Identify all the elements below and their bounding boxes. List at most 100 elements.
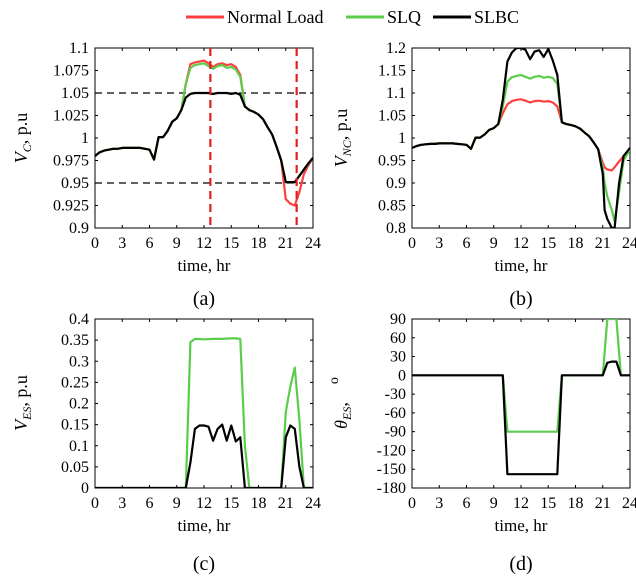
y-tick-label: -60 bbox=[385, 405, 406, 422]
x-tick-label: 21 bbox=[278, 495, 294, 512]
y-tick-label: 0.4 bbox=[69, 311, 89, 328]
y-axis-label: VNC, p.u bbox=[331, 109, 354, 168]
y-tick-label: 90 bbox=[390, 311, 406, 328]
x-tick-label: 12 bbox=[196, 235, 212, 252]
y-label-symbol: V bbox=[11, 418, 31, 431]
x-tick-label: 24 bbox=[305, 235, 321, 252]
x-tick-label: 24 bbox=[622, 495, 636, 512]
y-tick-label: 0.9 bbox=[386, 175, 406, 192]
y-tick-label: 0.15 bbox=[61, 417, 89, 434]
legend-label: SLQ bbox=[387, 7, 421, 27]
x-tick-label: 24 bbox=[305, 495, 321, 512]
y-label-subscript: ES bbox=[340, 407, 354, 421]
x-tick-label: 3 bbox=[118, 495, 126, 512]
x-tick-label: 9 bbox=[173, 495, 181, 512]
x-tick-label: 15 bbox=[223, 495, 239, 512]
y-label-subscript: NC bbox=[340, 139, 354, 157]
x-tick-label: 6 bbox=[463, 235, 471, 252]
series-line-slq bbox=[95, 337, 313, 488]
x-tick-label: 0 bbox=[408, 235, 416, 252]
y-label-symbol: V bbox=[11, 150, 31, 163]
y-tick-label: 1.1 bbox=[386, 85, 406, 102]
x-tick-label: 6 bbox=[463, 495, 471, 512]
panel-b: 0 3 6 9 12 15 18 21 24 0.8 0.85 0.9 0.95 1 1.05 1.1 1.15… bbox=[331, 40, 636, 310]
y-tick-label: 1 bbox=[81, 130, 89, 147]
y-tick-label: 1.05 bbox=[378, 108, 406, 125]
x-axis-label: time, hr bbox=[178, 256, 231, 275]
y-tick-label: 0.3 bbox=[69, 353, 89, 370]
x-tick-label: 15 bbox=[540, 235, 556, 252]
x-tick-label: 18 bbox=[251, 495, 267, 512]
x-tick-label: 18 bbox=[251, 235, 267, 252]
y-tick-label: 0.85 bbox=[378, 198, 406, 215]
x-tick-label: 21 bbox=[595, 495, 611, 512]
series-line-slq bbox=[95, 62, 313, 184]
y-tick-label: 0.975 bbox=[53, 153, 89, 170]
y-label-symbol: θ bbox=[331, 420, 351, 429]
series-group bbox=[412, 48, 630, 228]
x-tick-label: 9 bbox=[490, 495, 498, 512]
x-tick-label: 12 bbox=[513, 235, 529, 252]
y-tick-label: 0.25 bbox=[61, 374, 89, 391]
y-tick-label: -90 bbox=[385, 424, 406, 441]
y-tick-label: 0.35 bbox=[61, 332, 89, 349]
series-group bbox=[95, 59, 313, 207]
legend-label: SLBC bbox=[474, 7, 519, 27]
panel-caption: (c) bbox=[193, 553, 215, 575]
y-tick-label: 0 bbox=[398, 367, 406, 384]
plot-frame bbox=[94, 318, 314, 489]
y-axis-label: θES, o bbox=[327, 377, 354, 429]
y-tick-label: 0.95 bbox=[378, 153, 406, 170]
plot-frame bbox=[94, 47, 314, 229]
panel-d: 0 3 6 9 12 15 18 21 24-180-150-120-90-60-3003060… bbox=[327, 311, 636, 575]
y-tick-label: 30 bbox=[390, 349, 406, 366]
y-tick-label: 0.925 bbox=[53, 198, 89, 215]
x-tick-label: 21 bbox=[278, 235, 294, 252]
y-label-symbol: V bbox=[331, 154, 351, 167]
series-line-slbc bbox=[412, 360, 630, 476]
x-tick-label: 0 bbox=[408, 495, 416, 512]
y-tick-label: 1.1 bbox=[69, 40, 89, 57]
x-axis-label: time, hr bbox=[495, 256, 548, 275]
y-tick-label: 1.025 bbox=[53, 108, 89, 125]
plot-frame bbox=[411, 318, 631, 489]
y-label-unit: , p.u bbox=[11, 375, 31, 407]
series-line-normal-load bbox=[95, 59, 313, 207]
series-group bbox=[412, 319, 630, 476]
y-label-unit: , p.u bbox=[11, 113, 31, 145]
y-tick-label: 1.075 bbox=[53, 63, 89, 80]
y-label-degree: o bbox=[327, 377, 342, 384]
x-tick-label: 15 bbox=[223, 235, 239, 252]
x-tick-label: 18 bbox=[568, 495, 584, 512]
y-tick-label: 0.95 bbox=[61, 175, 89, 192]
x-tick-label: 9 bbox=[173, 235, 181, 252]
panel-c: 0 3 6 9 12 15 18 21 24 0 0.05 0.1 0.15 0.2 0.25 0.3 0.35… bbox=[11, 311, 321, 575]
y-axis-label: VC, p.u bbox=[11, 113, 34, 164]
panel-caption: (d) bbox=[509, 553, 532, 575]
y-label-unit: , p.u bbox=[331, 109, 351, 141]
x-tick-label: 24 bbox=[622, 235, 636, 252]
x-tick-label: 0 bbox=[91, 495, 99, 512]
y-tick-label: 0.1 bbox=[69, 438, 89, 455]
series-line-slbc bbox=[95, 423, 313, 488]
panel-a: 0 3 6 9 12 15 18 21 24 0.9 0.925 0.95 0.975 1 1.025 1.0… bbox=[11, 40, 321, 310]
y-tick-label: 0.2 bbox=[69, 396, 89, 413]
x-tick-label: 15 bbox=[540, 495, 556, 512]
series-line-normal-load bbox=[412, 98, 630, 172]
x-tick-label: 18 bbox=[568, 235, 584, 252]
y-tick-label: 0.8 bbox=[386, 220, 406, 237]
y-tick-label: -180 bbox=[377, 480, 406, 497]
x-tick-label: 12 bbox=[196, 495, 212, 512]
x-tick-label: 3 bbox=[435, 235, 443, 252]
panel-caption: (b) bbox=[509, 288, 532, 310]
series-group bbox=[95, 337, 313, 488]
x-tick-label: 21 bbox=[595, 235, 611, 252]
x-tick-label: 3 bbox=[435, 495, 443, 512]
legend: Normal Load SLQ SLBC bbox=[186, 7, 519, 27]
y-tick-label: 1.2 bbox=[386, 40, 406, 57]
y-tick-label: 60 bbox=[390, 330, 406, 347]
y-label-subscript: C bbox=[20, 143, 34, 152]
y-tick-label: 0 bbox=[81, 480, 89, 497]
x-axis-label: time, hr bbox=[178, 516, 231, 535]
